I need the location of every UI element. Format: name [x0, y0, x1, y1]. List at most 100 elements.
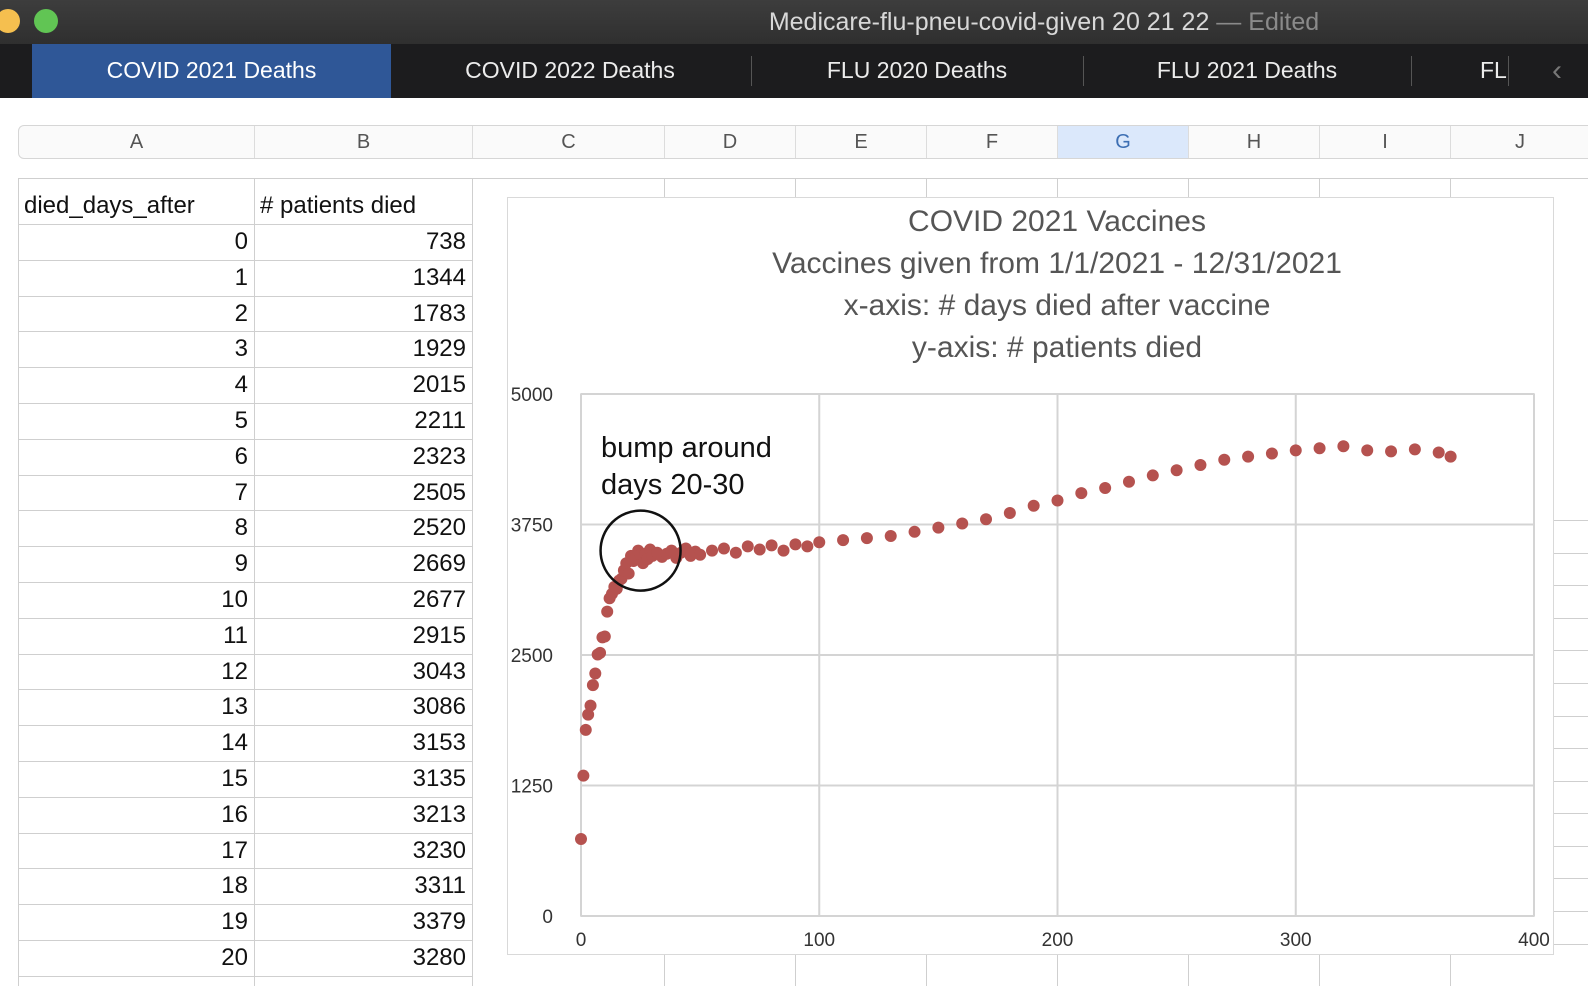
cell-died-days-after[interactable]: 15 [221, 765, 248, 792]
data-point [594, 646, 607, 659]
column-header-b[interactable]: B [255, 126, 473, 158]
cell-died-days-after[interactable]: 1 [234, 263, 248, 291]
data-point [860, 532, 873, 545]
data-point [1337, 440, 1350, 453]
column-header-g[interactable]: G [1058, 126, 1189, 158]
cell-patients-died[interactable]: 3086 [412, 693, 466, 721]
cell-died-days-after[interactable]: 8 [234, 514, 248, 542]
data-point [1194, 458, 1207, 471]
y-tick-label: 2500 [511, 646, 553, 667]
tab-covid-2021-deaths[interactable]: COVID 2021 Deaths [32, 44, 391, 98]
column-header-h[interactable]: H [1189, 126, 1320, 158]
cell-died-days-after[interactable]: 13 [221, 693, 248, 721]
chart-canvas: COVID 2021 Vaccines Vaccines given from … [511, 205, 1550, 951]
cell-patients-died[interactable]: 3230 [412, 836, 466, 864]
cell-died-days-after[interactable]: 20 [221, 944, 248, 971]
cell-patients-died[interactable]: 3280 [412, 944, 466, 971]
cell-patients-died[interactable]: 2211 [414, 407, 466, 434]
column-header-j[interactable]: J [1515, 131, 1525, 153]
cell-died-days-after[interactable]: 17 [221, 836, 248, 864]
cell-died-days-after[interactable]: 12 [221, 657, 248, 685]
cell-patients-died[interactable]: 1929 [412, 335, 466, 363]
grid-row-line-right [1553, 683, 1588, 684]
minimize-window-icon[interactable] [0, 9, 20, 33]
tab-separator [751, 56, 752, 86]
cell-died-days-after[interactable]: 4 [234, 371, 248, 399]
cell-patients-died[interactable]: 2323 [412, 442, 466, 470]
data-point [694, 548, 707, 561]
grid-row-line [18, 797, 472, 798]
data-point [884, 529, 897, 542]
x-tick-label: 400 [1518, 930, 1550, 951]
x-tick-label: 0 [576, 930, 587, 951]
cell-patients-died[interactable]: 3043 [412, 657, 466, 685]
cell-died-days-after[interactable]: 0 [234, 228, 248, 255]
column-header-i[interactable]: I [1320, 126, 1451, 158]
cell-died-days-after[interactable]: 18 [221, 872, 248, 900]
cell-patients-died[interactable]: 2669 [412, 550, 466, 578]
tab-scroll-left-icon[interactable]: ‹ [1552, 54, 1562, 87]
data-point [1075, 487, 1088, 500]
data-point [789, 538, 802, 551]
grid-row-line [18, 224, 472, 225]
data-point [598, 630, 611, 643]
y-tick-label: 5000 [511, 385, 553, 406]
cell-patients-died[interactable]: 1344 [412, 263, 466, 291]
tab-flu-2021-deaths[interactable]: FLU 2021 Deaths [1156, 57, 1338, 83]
cell-patients-died[interactable]: 2677 [412, 586, 466, 613]
maximize-window-icon[interactable] [34, 9, 58, 33]
grid-row-line [18, 296, 472, 297]
cell-died-days-after[interactable]: 10 [221, 586, 248, 613]
cell-patients-died[interactable]: 3153 [412, 729, 466, 757]
cell-died-days-after[interactable]: 2 [234, 299, 248, 327]
cell-patients-died[interactable]: 738 [425, 228, 466, 255]
tab-covid-2022-deaths[interactable]: COVID 2022 Deaths [465, 57, 675, 83]
x-tick-label: 300 [1280, 930, 1312, 951]
column-header-c[interactable]: C [473, 126, 665, 158]
cell-patients-died[interactable]: 2505 [412, 478, 466, 506]
column-header-f[interactable]: F [927, 126, 1058, 158]
data-point [706, 544, 719, 557]
cell-died-days-after[interactable]: 9 [234, 550, 248, 578]
grid-row-line-right [1553, 911, 1588, 912]
data-point [589, 667, 602, 680]
cell-died-days-after[interactable]: 7 [234, 478, 248, 506]
header-cell-died-days-after[interactable]: died_days_after [24, 192, 195, 219]
grid-row-line [18, 904, 472, 905]
data-point [717, 542, 730, 555]
cell-patients-died[interactable]: 2915 [412, 621, 466, 649]
cell-patients-died[interactable]: 1783 [412, 299, 466, 327]
cell-died-days-after[interactable]: 14 [221, 729, 248, 757]
scatter-chart[interactable]: COVID 2021 Vaccines Vaccines given from … [507, 197, 1554, 955]
data-point [753, 543, 766, 556]
cell-died-days-after[interactable]: 5 [234, 407, 248, 434]
column-header-a[interactable]: A [19, 126, 255, 158]
cell-died-days-after[interactable]: 3 [234, 335, 248, 363]
cell-patients-died[interactable]: 3379 [412, 908, 466, 936]
cell-died-days-after[interactable]: 19 [221, 908, 248, 936]
grid-row-line-right [1553, 553, 1588, 554]
tab-fl-truncated[interactable]: FL [1480, 57, 1507, 83]
cell-died-days-after[interactable]: 16 [221, 800, 248, 828]
data-point [577, 769, 590, 782]
chart-title-block: COVID 2021 Vaccines Vaccines given from … [772, 205, 1342, 364]
cell-patients-died[interactable]: 2015 [412, 371, 466, 399]
cell-died-days-after[interactable]: 11 [223, 621, 248, 649]
chart-gridlines [580, 393, 1535, 917]
cell-patients-died[interactable]: 3213 [412, 800, 466, 828]
cell-patients-died[interactable]: 2520 [412, 514, 466, 542]
cell-patients-died[interactable]: 3135 [412, 765, 466, 792]
data-point [1027, 499, 1040, 512]
cell-died-days-after[interactable]: 6 [234, 442, 248, 470]
grid-row-line [18, 178, 1588, 179]
grid-row-line [18, 976, 472, 977]
column-header-e[interactable]: E [796, 126, 927, 158]
y-tick-label: 1250 [511, 777, 553, 798]
chart-title-line-3: x-axis: # days died after vaccine [844, 289, 1271, 322]
cell-patients-died[interactable]: 3311 [414, 872, 466, 900]
data-point [837, 534, 850, 547]
y-tick-label: 3750 [511, 516, 553, 537]
tab-flu-2020-deaths[interactable]: FLU 2020 Deaths [826, 57, 1008, 83]
header-cell-patients-died[interactable]: # patients died [260, 192, 417, 219]
column-header-d[interactable]: D [665, 126, 796, 158]
